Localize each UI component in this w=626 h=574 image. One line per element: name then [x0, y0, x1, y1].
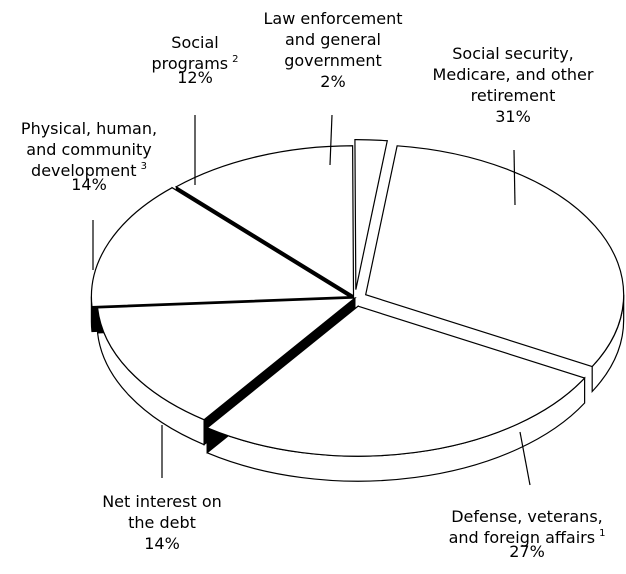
- slice-label: Net interest on the debt 14%: [102, 492, 222, 553]
- slice-label: Social security, Medicare, and other retir…: [433, 44, 594, 126]
- pie-tops: [90, 139, 625, 457]
- pie-labels: Social security, Medicare, and other retir…: [21, 9, 606, 561]
- pie-slice: [175, 145, 355, 297]
- leader-line: [519, 431, 531, 486]
- slice-label: Social programs 2 12%: [151, 33, 238, 87]
- slice-label: Law enforcement and general government 2%: [263, 9, 402, 91]
- slice-label: Defense, veterans, and foreign affairs 1 27…: [449, 507, 606, 561]
- pie-slice: [354, 139, 389, 290]
- pie-slice: [206, 305, 586, 457]
- pie-slice: [90, 187, 352, 308]
- leader-line: [513, 149, 516, 206]
- pie-slice: [96, 297, 357, 421]
- slice-label: Physical, human, and community development…: [21, 119, 157, 194]
- pie-slice: [364, 145, 625, 368]
- leader-line: [329, 114, 333, 166]
